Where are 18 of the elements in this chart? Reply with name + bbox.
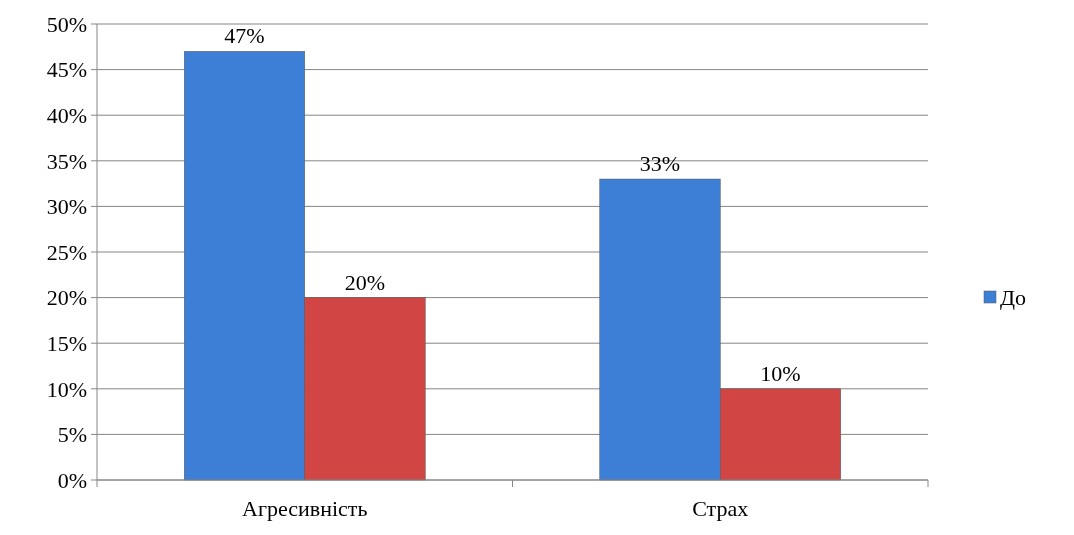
y-tick-label: 0% xyxy=(57,467,87,493)
y-tick-label: 50% xyxy=(46,11,87,37)
data-label: 10% xyxy=(760,360,801,386)
y-tick-label: 25% xyxy=(46,239,87,265)
y-tick-label: 5% xyxy=(57,422,87,448)
y-tick-label: 35% xyxy=(46,148,87,174)
data-label: 20% xyxy=(344,269,386,295)
legend-label: До xyxy=(1000,284,1027,310)
y-tick-label: 15% xyxy=(46,330,87,356)
y-tick-label: 10% xyxy=(46,376,87,402)
data-label: 47% xyxy=(224,23,265,49)
data-label: 33% xyxy=(639,151,681,177)
y-tick-label: 30% xyxy=(46,194,87,220)
x-tick-label: Страх xyxy=(692,496,749,521)
x-tick-label: Агресивність xyxy=(242,496,368,521)
y-tick-label: 20% xyxy=(46,285,87,311)
y-tick-label: 45% xyxy=(46,57,87,83)
y-tick-label: 40% xyxy=(46,102,87,128)
